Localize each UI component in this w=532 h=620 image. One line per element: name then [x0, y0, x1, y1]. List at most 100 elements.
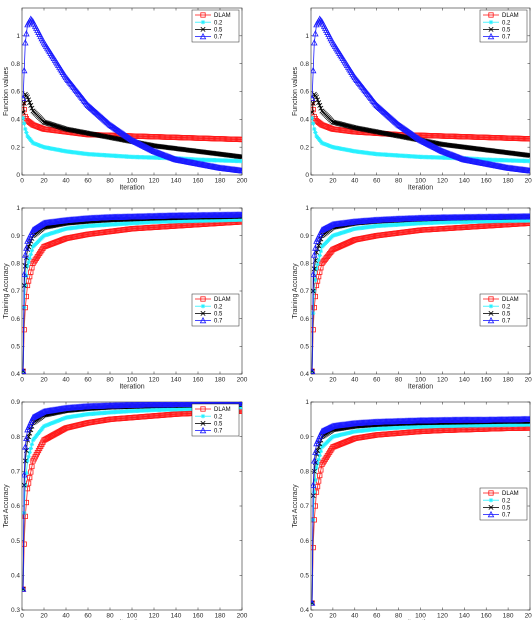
- data-point-0.7: [22, 367, 27, 374]
- data-point-0.7: [381, 108, 388, 115]
- data-point-0.7: [85, 102, 93, 109]
- data-point-0.7: [238, 211, 242, 218]
- data-point-0.2: [316, 457, 321, 462]
- data-point-0.7: [387, 114, 395, 121]
- data-point-0.2: [323, 142, 328, 147]
- data-point-0.2: [22, 121, 27, 126]
- data-point-0.2: [29, 442, 35, 447]
- data-point-0.2: [26, 260, 31, 265]
- y-tick-label: 0.8: [11, 61, 20, 68]
- x-tick-label: 140: [459, 613, 470, 620]
- data-point-0.2: [318, 248, 324, 254]
- x-tick-label: 160: [481, 377, 492, 384]
- data-point-0.7: [383, 110, 390, 117]
- chart-panel-top-left: 0 20 40 60 80 100 120 140 160 180 20000.20.40.60.8…: [3, 7, 248, 192]
- x-tick-label: 20: [329, 377, 337, 384]
- data-point-0.7: [389, 116, 397, 123]
- data-point-0.2: [311, 121, 316, 126]
- data-point-0.2: [60, 416, 65, 422]
- y-tick-label: 0.4: [300, 607, 309, 614]
- data-point-0.7: [22, 471, 28, 478]
- x-tick-label: 100: [415, 613, 426, 620]
- data-point-0.7: [22, 39, 29, 46]
- data-point-DLAM: [239, 136, 242, 143]
- legend-marker: [200, 420, 206, 426]
- data-point-0.5: [22, 263, 28, 269]
- y-tick-label: 0.6: [11, 503, 20, 510]
- y-tick-label: 0: [305, 172, 309, 179]
- data-point-0.5: [311, 109, 315, 115]
- chart-panel-top-right: 02040608010012014016018020000.20.40.60.8…: [292, 7, 532, 192]
- data-point-0.2: [58, 417, 63, 422]
- y-tick-label: 1: [16, 205, 20, 212]
- legend-label: 0.7: [502, 35, 511, 41]
- legend-label: DLAM: [214, 297, 231, 303]
- legend-label: 0.5: [214, 28, 223, 34]
- legend-label: 0.2: [214, 20, 223, 26]
- x-tick-label: 40: [62, 377, 70, 384]
- y-tick-label: 0.9: [300, 434, 309, 441]
- series-0.2: [311, 422, 530, 606]
- x-tick-label: 120: [437, 377, 448, 384]
- x-tick-label: 100: [415, 377, 426, 384]
- data-point-0.7: [394, 120, 401, 127]
- data-point-0.2: [27, 450, 32, 455]
- y-tick-label: 0.8: [300, 61, 309, 68]
- x-tick-label: 160: [481, 613, 492, 620]
- x-tick-label: 200: [525, 613, 532, 620]
- legend-label: 0.5: [502, 312, 511, 318]
- data-point-0.2: [49, 421, 54, 426]
- chart-panel-middle-left: 0 20 40 60 80 100 120 140 160 180 2000.40.50.60.70…: [3, 205, 248, 390]
- legend-label: 0.2: [214, 414, 223, 420]
- data-point-0.7: [86, 103, 94, 110]
- data-point-0.5: [238, 154, 242, 160]
- data-point-0.5: [527, 153, 530, 158]
- x-tick-label: 60: [84, 377, 92, 384]
- data-point-0.2: [61, 416, 66, 421]
- data-point-0.7: [23, 30, 30, 37]
- data-point-0.2: [37, 143, 42, 148]
- data-point-0.5: [22, 100, 27, 106]
- data-point-0.2: [48, 421, 53, 426]
- data-point-0.2: [35, 142, 40, 147]
- data-point-0.2: [317, 253, 322, 258]
- x-tick-label: 40: [351, 178, 359, 185]
- data-point-0.5: [22, 458, 28, 464]
- legend-marker: [200, 310, 206, 316]
- y-tick-label: 0.2: [300, 144, 309, 151]
- data-point-0.7: [377, 105, 385, 112]
- y-tick-label: 0.6: [11, 89, 20, 96]
- data-point-DLAM: [28, 469, 34, 475]
- data-point-0.7: [22, 443, 29, 450]
- y-tick-label: 1: [305, 399, 309, 406]
- data-point-0.5: [27, 100, 33, 106]
- y-tick-label: 0.5: [11, 538, 20, 545]
- y-tick-label: 0.5: [11, 344, 20, 351]
- y-tick-label: 0.2: [11, 144, 20, 151]
- data-point-0.2: [36, 142, 41, 148]
- y-tick-label: 0.7: [11, 288, 20, 295]
- x-tick-label: 40: [351, 377, 359, 384]
- legend-label: 0.7: [214, 319, 223, 325]
- legend-label: DLAM: [214, 407, 231, 413]
- data-point-0.7: [238, 167, 242, 174]
- data-point-0.7: [375, 103, 383, 110]
- data-point-0.7: [392, 118, 399, 125]
- y-tick-label: 0.9: [11, 233, 20, 240]
- y-axis-label: Function values: [292, 66, 299, 116]
- series-0.2: [311, 218, 530, 374]
- data-point-0.2: [46, 422, 51, 427]
- legend-marker: [488, 20, 494, 25]
- data-point-0.2: [326, 143, 331, 148]
- data-point-0.7: [95, 111, 103, 118]
- x-tick-label: 80: [106, 377, 114, 384]
- x-tick-label: 40: [62, 613, 70, 620]
- x-tick-label: 160: [193, 377, 204, 384]
- data-point-0.5: [27, 241, 33, 247]
- data-point-0.2: [38, 143, 43, 149]
- data-point-0.2: [40, 144, 46, 149]
- x-tick-label: 80: [106, 613, 114, 620]
- legend-marker: [200, 12, 206, 18]
